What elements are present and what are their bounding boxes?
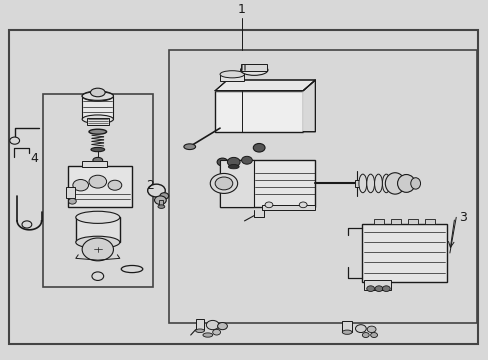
Ellipse shape xyxy=(264,202,272,208)
Bar xyxy=(342,321,351,332)
Bar xyxy=(76,217,120,242)
Bar xyxy=(82,161,106,167)
Ellipse shape xyxy=(10,137,20,144)
Ellipse shape xyxy=(121,265,142,273)
Text: 2: 2 xyxy=(146,179,154,192)
Ellipse shape xyxy=(82,91,113,101)
Ellipse shape xyxy=(217,158,227,166)
Ellipse shape xyxy=(370,333,377,338)
Bar xyxy=(82,96,113,119)
Ellipse shape xyxy=(91,147,104,152)
Bar xyxy=(87,118,108,125)
Ellipse shape xyxy=(227,159,236,165)
Ellipse shape xyxy=(366,326,375,333)
Ellipse shape xyxy=(82,238,113,261)
Bar xyxy=(261,205,315,210)
Bar xyxy=(390,219,400,224)
Ellipse shape xyxy=(68,198,76,204)
Text: 4: 4 xyxy=(30,152,38,165)
Bar xyxy=(425,219,434,224)
Ellipse shape xyxy=(382,286,389,292)
Text: 3: 3 xyxy=(458,211,466,224)
Ellipse shape xyxy=(92,272,103,280)
Ellipse shape xyxy=(108,180,122,190)
Ellipse shape xyxy=(215,177,232,190)
Ellipse shape xyxy=(382,174,389,193)
Ellipse shape xyxy=(195,329,204,333)
Bar xyxy=(220,160,315,207)
Ellipse shape xyxy=(374,174,382,193)
Ellipse shape xyxy=(228,165,239,169)
Text: 1: 1 xyxy=(238,3,245,16)
Ellipse shape xyxy=(362,333,368,338)
Bar xyxy=(66,187,75,198)
Ellipse shape xyxy=(210,174,237,193)
Ellipse shape xyxy=(158,205,164,208)
Ellipse shape xyxy=(206,320,219,330)
Ellipse shape xyxy=(212,329,220,335)
Ellipse shape xyxy=(73,180,88,191)
Bar xyxy=(215,91,303,132)
Bar xyxy=(68,166,132,207)
Ellipse shape xyxy=(183,144,195,149)
Bar xyxy=(361,224,447,282)
Ellipse shape xyxy=(227,157,240,167)
Ellipse shape xyxy=(410,178,420,189)
Ellipse shape xyxy=(342,330,351,334)
Ellipse shape xyxy=(374,286,382,292)
Ellipse shape xyxy=(203,333,212,337)
Ellipse shape xyxy=(358,174,366,193)
Ellipse shape xyxy=(89,175,106,188)
Bar xyxy=(195,319,204,330)
Bar xyxy=(220,160,254,207)
Bar xyxy=(220,74,244,81)
Polygon shape xyxy=(215,80,315,91)
Ellipse shape xyxy=(76,236,120,248)
Polygon shape xyxy=(303,80,315,132)
Ellipse shape xyxy=(217,323,227,330)
Bar xyxy=(241,64,267,71)
Bar xyxy=(373,219,383,224)
Ellipse shape xyxy=(82,115,113,123)
Ellipse shape xyxy=(385,173,404,194)
Bar xyxy=(407,219,417,224)
Ellipse shape xyxy=(366,286,374,292)
Ellipse shape xyxy=(397,175,414,192)
Ellipse shape xyxy=(220,71,244,78)
Ellipse shape xyxy=(299,202,306,208)
Ellipse shape xyxy=(160,193,168,199)
Ellipse shape xyxy=(253,144,264,152)
Bar xyxy=(354,180,360,187)
Ellipse shape xyxy=(355,325,366,333)
Bar xyxy=(364,280,390,291)
Ellipse shape xyxy=(93,157,102,163)
Bar xyxy=(43,94,153,287)
Ellipse shape xyxy=(22,221,32,228)
Ellipse shape xyxy=(240,65,267,75)
Bar xyxy=(168,50,476,323)
Ellipse shape xyxy=(89,129,106,134)
Ellipse shape xyxy=(147,184,165,197)
Ellipse shape xyxy=(154,196,166,204)
Ellipse shape xyxy=(90,88,105,97)
Ellipse shape xyxy=(76,211,120,224)
Bar xyxy=(9,30,477,344)
Bar xyxy=(159,200,163,207)
Ellipse shape xyxy=(366,174,374,193)
Ellipse shape xyxy=(82,92,113,100)
Ellipse shape xyxy=(241,156,252,164)
